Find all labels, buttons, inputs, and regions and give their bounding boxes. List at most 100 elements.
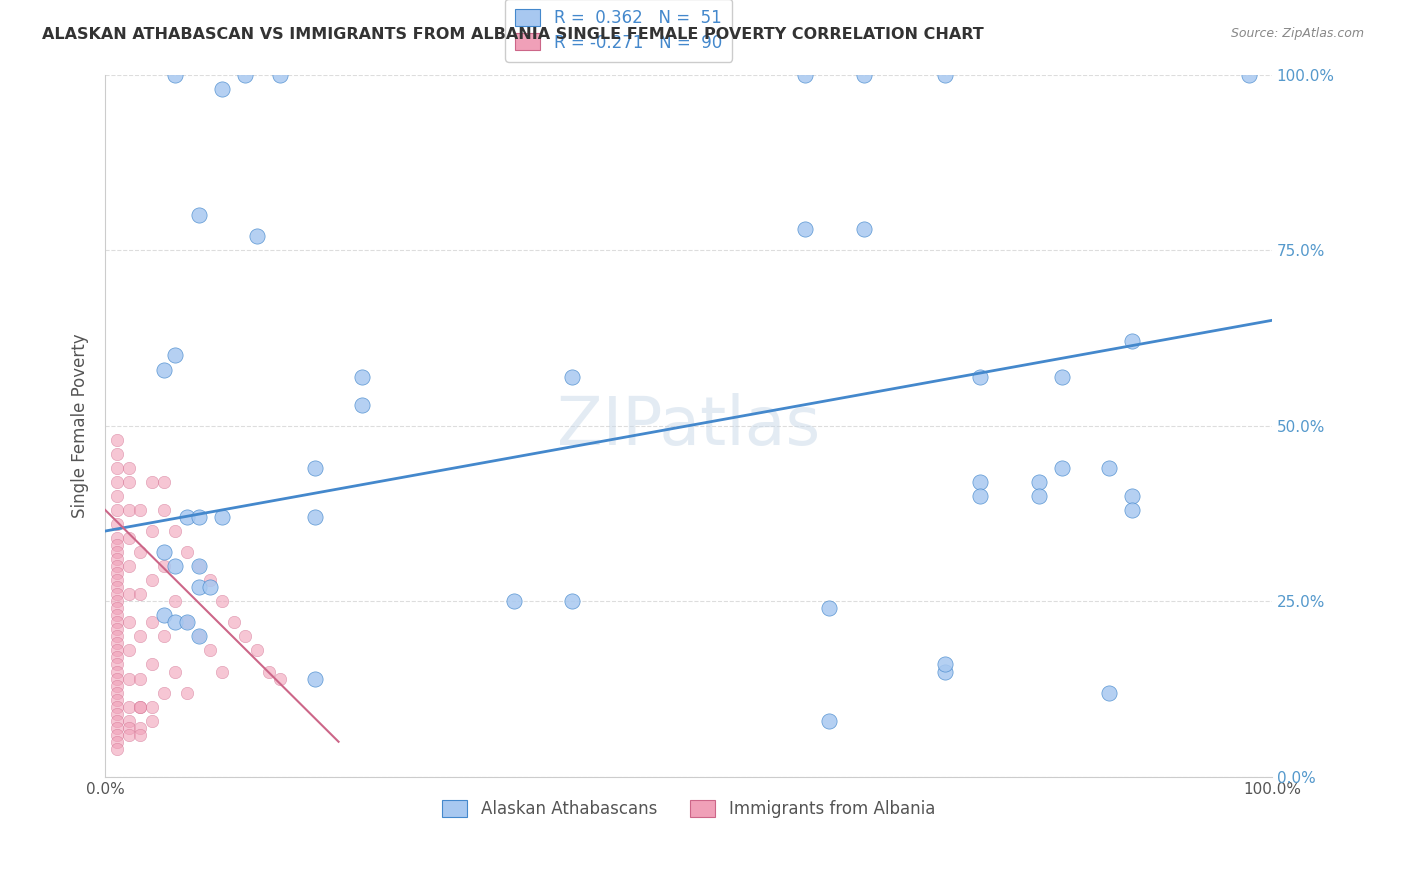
- Point: [165, 615, 187, 630]
- Point: [502, 594, 524, 608]
- Point: [187, 629, 209, 643]
- Point: [176, 510, 198, 524]
- Point: [105, 657, 128, 672]
- Point: [304, 460, 326, 475]
- Point: [105, 629, 128, 643]
- Point: [304, 510, 326, 524]
- Point: [152, 559, 174, 574]
- Y-axis label: Single Female Poverty: Single Female Poverty: [72, 334, 89, 518]
- Point: [969, 475, 991, 489]
- Point: [246, 229, 269, 244]
- Point: [105, 608, 128, 623]
- Point: [200, 643, 222, 657]
- Point: [222, 615, 245, 630]
- Point: [794, 222, 817, 236]
- Point: [561, 594, 583, 608]
- Point: [176, 615, 198, 630]
- Point: [211, 665, 233, 679]
- Point: [117, 503, 139, 517]
- Point: [129, 699, 152, 714]
- Point: [129, 503, 152, 517]
- Point: [129, 545, 152, 559]
- Text: ALASKAN ATHABASCAN VS IMMIGRANTS FROM ALBANIA SINGLE FEMALE POVERTY CORRELATION : ALASKAN ATHABASCAN VS IMMIGRANTS FROM AL…: [42, 27, 984, 42]
- Point: [187, 208, 209, 222]
- Point: [233, 68, 256, 82]
- Point: [105, 531, 128, 545]
- Point: [165, 665, 187, 679]
- Point: [105, 552, 128, 566]
- Point: [105, 545, 128, 559]
- Point: [1050, 369, 1073, 384]
- Point: [152, 545, 174, 559]
- Point: [969, 369, 991, 384]
- Point: [141, 573, 163, 587]
- Point: [117, 721, 139, 735]
- Point: [105, 615, 128, 630]
- Point: [105, 594, 128, 608]
- Point: [350, 369, 373, 384]
- Point: [105, 692, 128, 706]
- Point: [187, 559, 209, 574]
- Point: [141, 714, 163, 728]
- Point: [141, 699, 163, 714]
- Point: [1237, 68, 1260, 82]
- Legend: Alaskan Athabascans, Immigrants from Albania: Alaskan Athabascans, Immigrants from Alb…: [436, 793, 942, 825]
- Text: ZIPatlas: ZIPatlas: [557, 392, 820, 458]
- Point: [105, 460, 128, 475]
- Point: [105, 538, 128, 552]
- Point: [129, 672, 152, 686]
- Point: [934, 665, 956, 679]
- Point: [117, 559, 139, 574]
- Point: [129, 728, 152, 742]
- Point: [152, 685, 174, 699]
- Point: [117, 643, 139, 657]
- Point: [269, 68, 291, 82]
- Point: [152, 362, 174, 376]
- Point: [934, 657, 956, 672]
- Point: [304, 672, 326, 686]
- Point: [105, 573, 128, 587]
- Point: [176, 545, 198, 559]
- Point: [176, 615, 198, 630]
- Point: [969, 489, 991, 503]
- Point: [1097, 460, 1119, 475]
- Point: [1121, 489, 1143, 503]
- Point: [105, 587, 128, 601]
- Point: [105, 580, 128, 594]
- Point: [1028, 475, 1050, 489]
- Point: [105, 665, 128, 679]
- Point: [165, 524, 187, 538]
- Point: [1097, 685, 1119, 699]
- Point: [141, 615, 163, 630]
- Point: [129, 721, 152, 735]
- Point: [105, 741, 128, 756]
- Point: [117, 475, 139, 489]
- Point: [200, 580, 222, 594]
- Point: [176, 685, 198, 699]
- Point: [152, 503, 174, 517]
- Point: [117, 615, 139, 630]
- Point: [211, 510, 233, 524]
- Point: [117, 587, 139, 601]
- Point: [141, 657, 163, 672]
- Point: [211, 81, 233, 95]
- Point: [1121, 503, 1143, 517]
- Point: [105, 699, 128, 714]
- Point: [129, 587, 152, 601]
- Point: [141, 475, 163, 489]
- Point: [934, 68, 956, 82]
- Point: [1121, 334, 1143, 349]
- Point: [105, 601, 128, 615]
- Point: [794, 68, 817, 82]
- Point: [257, 665, 280, 679]
- Point: [117, 714, 139, 728]
- Point: [105, 447, 128, 461]
- Point: [105, 643, 128, 657]
- Point: [105, 685, 128, 699]
- Point: [105, 566, 128, 581]
- Point: [269, 672, 291, 686]
- Point: [105, 714, 128, 728]
- Point: [152, 475, 174, 489]
- Point: [817, 601, 839, 615]
- Point: [817, 714, 839, 728]
